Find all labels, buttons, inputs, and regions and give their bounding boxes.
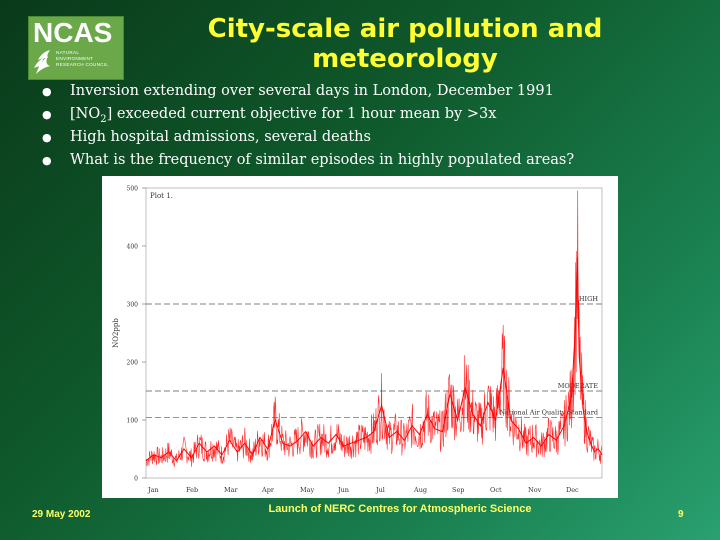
x-tick-label: Jan — [147, 486, 159, 494]
plot-title: Plot 1. — [150, 192, 173, 200]
bullet-item: ● What is the frequency of similar episod… — [40, 149, 574, 172]
no2-chart-svg: Plot 1. 0 100 200 300 400 500 Jan Feb Mar Apr May Ju… — [112, 186, 603, 494]
x-tick-label: Apr — [261, 486, 275, 494]
slide-title: City-scale air pollution and meteorology — [170, 14, 640, 74]
slide-number: 9 — [678, 509, 684, 520]
bullet-text-pre: [NO — [70, 106, 101, 122]
x-tick-label: Mar — [224, 486, 239, 494]
bullet-dot-icon: ● — [42, 85, 52, 98]
x-tick-label: Sep — [452, 486, 464, 494]
y-tick-label: 300 — [127, 302, 139, 309]
reference-line-label: HIGH — [579, 295, 598, 303]
logo-line: ENVIRONMENT — [56, 56, 94, 62]
bullet-text: High hospital admissions, several deaths — [70, 129, 371, 145]
bullet-dot-icon: ● — [42, 108, 52, 121]
ncas-logo: NCAS NATURAL ENVIRONMENT RESEARCH COUNCI… — [28, 16, 124, 80]
bullet-text-post: ] exceeded current objective for 1 hour … — [106, 106, 497, 122]
plant-icon — [34, 50, 50, 74]
footer-date: 29 May 2002 — [32, 509, 91, 520]
bullet-subscript: 2 — [100, 113, 107, 125]
x-tick-label: May — [300, 486, 315, 494]
bullet-list: ● Inversion extending over several days i… — [40, 80, 574, 172]
no2-series-detail — [145, 190, 603, 468]
x-tick-label: Feb — [186, 486, 198, 494]
bullet-dot-icon: ● — [42, 131, 52, 144]
reference-line-label: National Air Quality Standard — [499, 409, 598, 417]
y-axis-label: NO2ppb — [112, 318, 120, 348]
x-tick-label: Nov — [528, 486, 542, 494]
y-tick-label: 0 — [134, 476, 138, 483]
logo-line: RESEARCH COUNCIL — [56, 62, 109, 68]
title-line-1: City-scale air pollution and — [207, 14, 603, 44]
bullet-dot-icon: ● — [42, 154, 52, 167]
bullet-item: ● Inversion extending over several days i… — [40, 80, 574, 103]
x-tick-label: Aug — [413, 486, 427, 494]
bullet-item: ● [NO2] exceeded current objective for 1 … — [40, 103, 574, 126]
footer-event: Launch of NERC Centres for Atmospheric S… — [268, 503, 532, 515]
reference-line-label: MODERATE — [558, 382, 599, 390]
logo-line: NATURAL — [56, 50, 80, 55]
logo-subtitle: NATURAL ENVIRONMENT RESEARCH COUNCIL — [56, 50, 120, 69]
bullet-text: Inversion extending over several days in… — [70, 83, 554, 99]
bullet-text: What is the frequency of similar episode… — [70, 152, 575, 168]
y-tick-label: 100 — [127, 418, 139, 425]
y-tick-label: 200 — [127, 360, 139, 367]
logo-wordmark: NCAS — [33, 17, 113, 48]
y-tick-label: 400 — [127, 244, 139, 251]
bullet-item: ● High hospital admissions, several death… — [40, 126, 574, 149]
x-tick-label: Oct — [490, 486, 502, 494]
x-tick-label: Dec — [566, 486, 579, 494]
x-tick-label: Jun — [337, 486, 349, 494]
x-tick-label: Jul — [375, 486, 385, 494]
no2-chart: Plot 1. 0 100 200 300 400 500 Jan Feb Mar Apr May Ju… — [102, 176, 618, 498]
y-tick-label: 500 — [127, 186, 139, 193]
plot-frame — [145, 187, 603, 479]
title-line-2: meteorology — [312, 44, 498, 74]
